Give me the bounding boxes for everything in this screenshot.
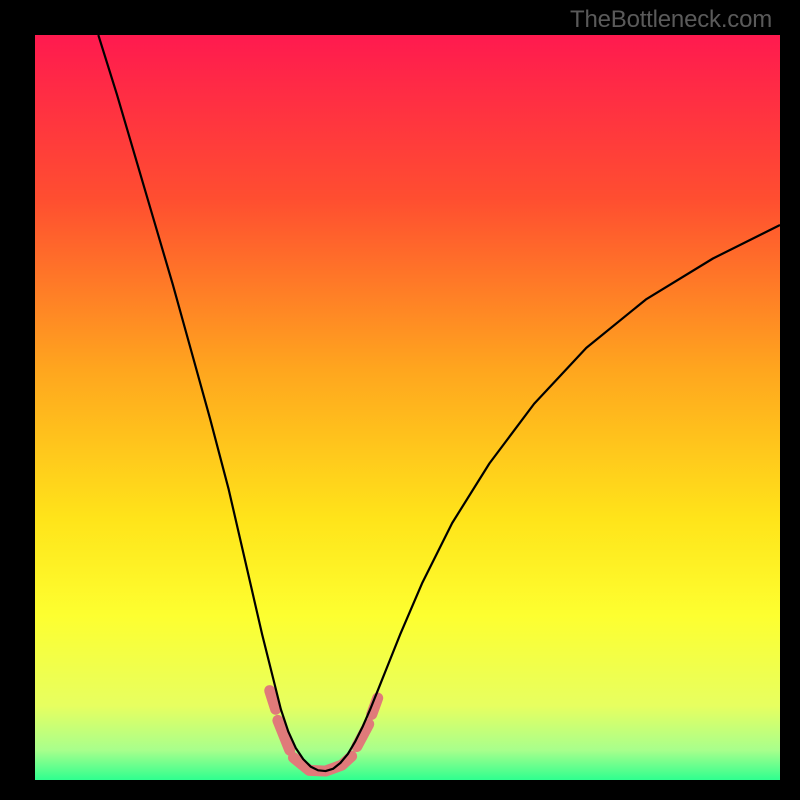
plot-area: [35, 35, 780, 780]
gradient-background: [35, 35, 780, 780]
watermark-text: TheBottleneck.com: [570, 6, 772, 34]
chart-svg: [35, 35, 780, 780]
marker-segment: [270, 691, 276, 710]
